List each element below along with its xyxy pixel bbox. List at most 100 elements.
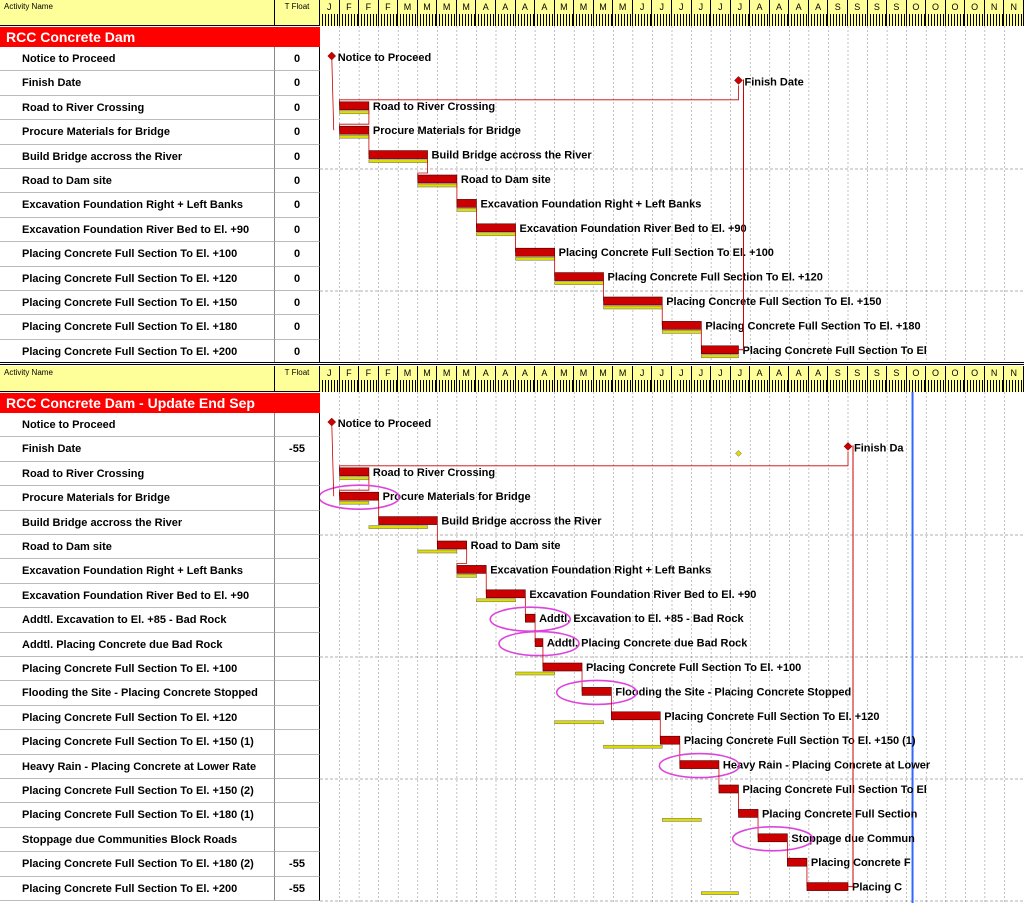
milestone-diamond[interactable]: [734, 76, 743, 85]
activity-name[interactable]: Road to Dam site: [0, 535, 275, 560]
activity-name[interactable]: Placing Concrete Full Section To El. +18…: [0, 852, 275, 877]
activity-total-float: -55: [275, 437, 320, 462]
activity-bar[interactable]: [456, 199, 477, 208]
activity-name[interactable]: Placing Concrete Full Section To El. +10…: [0, 657, 275, 682]
panel-separator: [0, 362, 1024, 365]
bar-label: Placing Concrete Full Section To El. +12…: [608, 272, 823, 284]
activity-name[interactable]: Build Bridge accross the River: [0, 510, 275, 535]
activity-bar[interactable]: [485, 589, 526, 599]
activity-bar[interactable]: [757, 833, 788, 843]
activity-name[interactable]: Placing Concrete Full Section To El. +12…: [0, 266, 275, 291]
column-header-total-float[interactable]: T Float: [275, 366, 320, 392]
activity-bar[interactable]: [611, 711, 661, 721]
activity-name[interactable]: Procure Materials for Bridge: [0, 486, 275, 511]
month-label: S: [848, 0, 868, 14]
activity-total-float: [275, 632, 320, 657]
activity-bar[interactable]: [806, 882, 849, 891]
activity-name[interactable]: Notice to Proceed: [0, 413, 275, 438]
activity-bar[interactable]: [603, 296, 663, 306]
week-ticks: [691, 14, 712, 26]
activity-bar[interactable]: [339, 467, 370, 477]
milestone-diamond[interactable]: [843, 442, 853, 451]
activity-name[interactable]: Heavy Rain - Placing Concrete at Lower R…: [0, 754, 275, 779]
month-label: A: [769, 366, 790, 380]
activity-bar[interactable]: [525, 613, 536, 623]
month-label: M: [554, 0, 575, 14]
week-ticks: [320, 14, 340, 26]
month-label: M: [613, 0, 633, 14]
month-label: M: [417, 366, 438, 380]
activity-name[interactable]: Excavation Foundation Right + Left Banks: [0, 559, 275, 584]
activity-bar[interactable]: [378, 516, 438, 525]
baseline-bar: [661, 818, 702, 822]
activity-bar[interactable]: [542, 662, 583, 672]
activity-bar[interactable]: [738, 809, 759, 818]
week-ticks: [437, 14, 457, 26]
activity-name[interactable]: Finish Date: [0, 71, 275, 96]
week-ticks: [750, 380, 770, 392]
column-header-activity-name[interactable]: Activity Name: [0, 0, 275, 26]
activity-name[interactable]: Stoppage due Communities Block Roads: [0, 827, 275, 853]
activity-bar[interactable]: [679, 760, 720, 769]
bar-label: Notice to Proceed: [338, 418, 432, 430]
activity-bar[interactable]: [581, 687, 612, 696]
activity-bar[interactable]: [701, 345, 739, 355]
activity-name[interactable]: Placing Concrete Full Section To El. +18…: [0, 315, 275, 340]
month-label: M: [574, 0, 594, 14]
activity-name[interactable]: Addtl. Placing Concrete due Bad Rock: [0, 632, 275, 657]
activity-name[interactable]: Build Bridge accross the River: [0, 144, 275, 169]
week-ticks: [808, 380, 829, 392]
activity-name[interactable]: Finish Date: [0, 437, 275, 462]
activity-name[interactable]: Excavation Foundation River Bed to El. +…: [0, 217, 275, 243]
month-label: S: [867, 0, 888, 14]
baseline-bar: [368, 525, 428, 529]
column-header-activity-name[interactable]: Activity Name: [0, 366, 275, 392]
column-header-total-float[interactable]: T Float: [275, 0, 320, 26]
activity-name[interactable]: Placing Concrete Full Section To El. +18…: [0, 803, 275, 828]
activity-bar[interactable]: [437, 540, 467, 550]
activity-name[interactable]: Excavation Foundation Right + Left Banks: [0, 193, 275, 218]
activity-bar[interactable]: [456, 565, 487, 574]
bar-label: Placing Concrete Full Section To El. +18…: [705, 320, 920, 332]
activity-bar[interactable]: [339, 491, 379, 501]
activity-total-float: [275, 754, 320, 779]
activity-name[interactable]: Notice to Proceed: [0, 47, 275, 72]
activity-name[interactable]: Excavation Foundation River Bed to El. +…: [0, 583, 275, 609]
month-label: S: [828, 366, 848, 380]
activity-name[interactable]: Placing Concrete Full Section To El. +20…: [0, 339, 275, 362]
activity-bar[interactable]: [339, 101, 370, 111]
activity-name[interactable]: Road to River Crossing: [0, 95, 275, 121]
activity-bar[interactable]: [661, 321, 702, 330]
activity-name[interactable]: Addtl. Excavation to El. +85 - Bad Rock: [0, 608, 275, 633]
activity-name[interactable]: Procure Materials for Bridge: [0, 120, 275, 145]
activity-name[interactable]: Placing Concrete Full Section To El. +15…: [0, 730, 275, 755]
month-label: J: [672, 366, 692, 380]
activity-bar[interactable]: [534, 638, 544, 647]
bar-label: Notice to Proceed: [338, 52, 432, 64]
activity-name[interactable]: Placing Concrete Full Section To El. +20…: [0, 876, 275, 901]
activity-bar[interactable]: [417, 174, 458, 184]
activity-bar[interactable]: [718, 784, 739, 794]
bar-label: Road to River Crossing: [373, 467, 495, 479]
activity-bar[interactable]: [659, 735, 681, 745]
week-ticks: [476, 380, 496, 392]
activity-name[interactable]: Placing Concrete Full Section To El. +15…: [0, 779, 275, 804]
activity-name[interactable]: Placing Concrete Full Section To El. +12…: [0, 705, 275, 731]
month-label: M: [398, 366, 418, 380]
week-ticks: [652, 14, 672, 26]
activity-bar[interactable]: [554, 272, 604, 281]
activity-name[interactable]: Road to Dam site: [0, 169, 275, 194]
activity-bar[interactable]: [368, 150, 428, 159]
activity-name[interactable]: Placing Concrete Full Section To El. +15…: [0, 291, 275, 316]
week-ticks: [848, 380, 868, 392]
activity-bar[interactable]: [515, 247, 555, 257]
activity-bar[interactable]: [339, 125, 370, 135]
activity-name[interactable]: Flooding the Site - Placing Concrete Sto…: [0, 681, 275, 706]
activity-name[interactable]: Road to River Crossing: [0, 461, 275, 487]
baseline-bar: [661, 330, 702, 334]
month-label: A: [515, 366, 536, 380]
month-label: F: [359, 0, 379, 14]
activity-name[interactable]: Placing Concrete Full Section To El. +10…: [0, 242, 275, 267]
activity-bar[interactable]: [476, 223, 516, 233]
activity-bar[interactable]: [787, 857, 808, 867]
